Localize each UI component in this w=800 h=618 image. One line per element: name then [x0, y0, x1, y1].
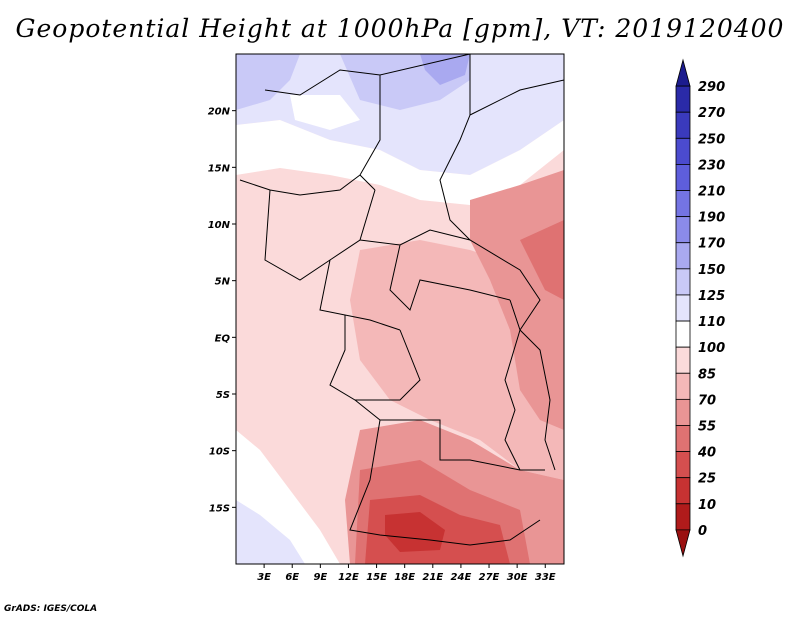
lat-tick-label: 20N [208, 107, 231, 118]
colorbar-swatch [675, 320, 691, 348]
colorbar-swatch [675, 503, 691, 531]
colorbar-swatch [675, 294, 691, 322]
colorbar-swatch [675, 346, 691, 374]
colorbar-label: 40 [697, 446, 716, 461]
lon-tick-label: 33E [535, 572, 556, 583]
colorbar-label: 10 [698, 498, 716, 513]
lon-tick-label: 3E [257, 572, 271, 583]
lon-tick-label: 24E [451, 572, 472, 583]
colorbar-label: 55 [698, 419, 716, 434]
field-blue-southwest [236, 500, 305, 564]
colorbar-label: 110 [698, 315, 725, 330]
colorbar-swatch [675, 268, 691, 296]
colorbar-label: 270 [698, 106, 725, 121]
colorbar-label: 230 [698, 158, 725, 173]
lat-tick-label: 5S [216, 390, 230, 401]
footer-credit: GrADS: IGES/COLA [4, 604, 98, 614]
lon-tick-label: 12E [338, 572, 359, 583]
colorbar-label: 85 [698, 367, 716, 382]
colorbar-label: 210 [698, 185, 725, 200]
colorbar-swatch [675, 242, 691, 270]
colorbar-swatch [675, 58, 691, 87]
lon-tick-label: 21E [422, 572, 443, 583]
colorbar-label: 250 [698, 132, 725, 147]
colorbar-swatch [675, 372, 691, 400]
colorbar-swatch [675, 398, 691, 426]
colorbar-swatch [675, 85, 691, 113]
lon-tick-label: 15E [366, 572, 387, 583]
field-blue-peak [420, 54, 470, 85]
map-plot-area [235, 53, 565, 565]
colorbar-swatch [675, 137, 691, 165]
colorbar-label: 100 [698, 341, 725, 356]
border-central [359, 229, 541, 331]
lon-tick-label: 30E [507, 572, 528, 583]
colorbar-swatch [675, 529, 691, 558]
colorbar-swatch [675, 164, 691, 191]
lat-tick-label: 10N [208, 220, 231, 231]
colorbar-label: 25 [698, 472, 716, 487]
colorbar: 2902702502302101901701501251101008570554… [675, 58, 725, 558]
colorbar-label: 170 [698, 237, 725, 252]
colorbar-label: 125 [698, 289, 725, 304]
lat-tick-label: 5N [215, 277, 231, 288]
lon-tick-label: 9E [313, 572, 327, 583]
lat-tick-label: 15S [209, 503, 230, 514]
colorbar-label: 0 [698, 524, 707, 539]
colorbar-swatch [675, 451, 691, 479]
colorbar-swatch [675, 190, 691, 218]
colorbar-label: 70 [698, 393, 716, 408]
colorbar-label: 290 [698, 80, 725, 95]
longitude-axis: 3E 6E 9E 12E 15E 18E 21E 24E 27E 30E 33E [257, 564, 556, 583]
latitude-axis: 20N 15N 10N 5N EQ 5S 10S 15S [208, 107, 236, 514]
lat-tick-label: 10S [209, 447, 230, 458]
country-borders [239, 53, 565, 546]
border-north [264, 53, 565, 241]
border-east [504, 299, 556, 471]
lat-tick-label: EQ [215, 333, 231, 344]
lon-tick-label: 6E [285, 572, 299, 583]
colorbar-label: 150 [698, 263, 725, 278]
map-frame [235, 53, 565, 565]
lon-tick-label: 27E [479, 572, 500, 583]
colorbar-swatch [675, 216, 691, 244]
lon-tick-label: 18E [394, 572, 415, 583]
colorbar-label: 190 [698, 211, 725, 226]
field-white-north [236, 120, 564, 205]
chart-title: Geopotential Height at 1000hPa [gpm], VT… [15, 14, 785, 43]
field-red-max [385, 512, 445, 552]
colorbar-swatch [675, 111, 691, 139]
lat-tick-label: 15N [208, 163, 231, 174]
field-red-east-deep [520, 220, 564, 300]
colorbar-swatch [675, 477, 691, 505]
colorbar-swatch [675, 425, 691, 452]
field-white-patch [290, 95, 360, 130]
